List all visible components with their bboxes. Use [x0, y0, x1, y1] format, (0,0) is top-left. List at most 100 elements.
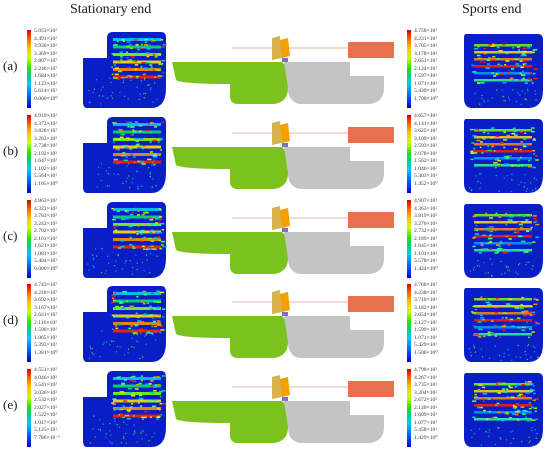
legend-value: 4.267×10²: [414, 374, 438, 381]
legend-value: 4.218×10²: [34, 289, 58, 296]
assembly-model: [172, 36, 394, 108]
sports-legend: 4.657×10² 4.141×10² 3.625×10² 3.109×10² 2.59…: [407, 113, 463, 195]
legend-value: 1.684×10²: [34, 73, 58, 79]
legend-value: 5.564×10¹: [34, 173, 58, 179]
legend-value: 2.140×10²: [414, 404, 438, 411]
rail-assembly-model-icon: [172, 36, 394, 104]
stationary-legend: 4.551×10² 4.046×10² 3.541×10² 3.036×10² 2.53…: [27, 367, 83, 449]
legend-values: 4.863×10² 4.323×10² 3.783×10² 3.242×10² 2.70…: [34, 198, 58, 273]
legend-value: 1.071×10²: [414, 334, 438, 341]
legend-values: 4.758×10² 4.231×10² 3.705×10² 3.178×10² 2.65…: [414, 28, 438, 103]
row-label: (d): [3, 312, 19, 327]
legend-value: 2.532×10²: [34, 397, 58, 403]
legend-value: 4.323×10²: [34, 205, 58, 212]
legend-values: 4.657×10² 4.141×10² 3.625×10² 3.109×10² 2.59…: [414, 113, 438, 188]
legend-value: 4.141×10²: [414, 120, 438, 127]
legend-value: 2.732×10²: [414, 228, 438, 234]
sports-contour: [462, 117, 544, 195]
legend-values: 4.743×10² 4.218×10² 3.692×10² 3.167×10² 2.64…: [34, 282, 58, 357]
legend-value: 5.578×10¹: [414, 258, 438, 264]
sports-legend: 4.766×10² 4.238×10² 3.710×10² 3.182×10² 2.65…: [407, 282, 463, 364]
stress-contour-sports-end-icon: [464, 119, 543, 193]
legend-value: 4.373×10²: [34, 120, 58, 127]
legend-value: 4.657×10²: [414, 113, 438, 119]
color-scale-bar: [27, 284, 31, 362]
legend-value: 5.439×10¹: [414, 88, 438, 94]
sports-contour: [462, 202, 544, 280]
legend-value: 3.276×10²: [414, 220, 438, 227]
rail-assembly-model-icon: [172, 121, 394, 189]
sports-contour: [462, 286, 544, 364]
stress-contour-stationary-end-icon: [83, 286, 166, 362]
legend-value: 1.381×10⁰: [34, 349, 58, 356]
legend-value: 1.522×10²: [34, 412, 58, 418]
sports-legend: 4.907×10² 4.363×10² 3.819×10² 3.276×10² 2.73…: [407, 198, 463, 280]
figure-row: (b) 4.919×10² 4.373×10² 3.828×10² 3.283×10² 2…: [0, 113, 550, 197]
stationary-contour: [81, 284, 167, 364]
legend-value: 5.614×10¹: [34, 88, 58, 94]
legend-value: 2.189×10²: [414, 235, 438, 242]
legend-value: 5.393×10¹: [34, 342, 58, 348]
sports-legend: 4.758×10² 4.231×10² 3.705×10² 3.178×10² 2.65…: [407, 28, 463, 110]
legend-value: 2.651×10²: [414, 58, 438, 64]
stress-contour-stationary-end-icon: [83, 202, 167, 278]
legend-value: 3.710×10²: [414, 297, 438, 303]
color-scale-bar: [27, 30, 31, 108]
legend-value: 3.735×10²: [414, 382, 438, 388]
legend-value: 7.786×10⁻¹: [34, 434, 60, 441]
legend-values: 4.907×10² 4.363×10² 3.819×10² 3.276×10² 2.73…: [414, 198, 438, 273]
legend-value: 4.491×10²: [34, 35, 58, 42]
stationary-legend: 4.919×10² 4.373×10² 3.828×10² 3.283×10² 2.73…: [27, 113, 83, 195]
legend-value: 4.238×10²: [414, 289, 438, 296]
legend-value: 3.819×10²: [414, 213, 438, 219]
rail-assembly-model-icon: [172, 375, 394, 443]
legend-value: 2.161×10²: [34, 235, 58, 242]
color-scale-bar: [407, 369, 411, 447]
legend-value: 2.246×10²: [34, 65, 58, 72]
legend-value: 1.101×10²: [414, 250, 438, 257]
color-scale-bar: [27, 115, 31, 193]
legend-value: 3.930×10²: [34, 43, 58, 49]
legend-value: 0.000×10⁰: [34, 265, 58, 272]
sports-legend: 4.798×10² 4.267×10² 3.735×10² 3.204×10² 2.67…: [407, 367, 463, 449]
legend-value: 1.609×10²: [414, 412, 438, 418]
stationary-legend: 4.863×10² 4.323×10² 3.783×10² 3.242×10² 2.70…: [27, 198, 83, 280]
legend-value: 4.919×10²: [34, 113, 58, 119]
legend-value: 2.654×10²: [414, 312, 438, 318]
legend-value: 4.758×10²: [414, 28, 438, 34]
legend-value: 3.283×10²: [34, 135, 58, 142]
row-label: (a): [3, 58, 18, 73]
legend-value: 3.783×10²: [34, 213, 58, 219]
figure-row: (a) 5.053×10² 4.491×10² 3.930×10² 3.369×10² 2…: [0, 28, 550, 112]
sports-contour: [462, 371, 544, 449]
rail-assembly-model-icon: [172, 290, 394, 358]
legend-value: 4.743×10²: [34, 282, 58, 288]
color-scale-bar: [27, 369, 31, 447]
legend-value: 1.647×10²: [34, 158, 58, 164]
legend-value: 4.798×10²: [414, 367, 438, 373]
legend-value: 1.424×10⁰: [414, 265, 438, 272]
legend-value: 1.071×10²: [414, 80, 438, 87]
legend-value: 3.705×10²: [414, 43, 438, 49]
legend-value: 1.452×10⁰: [414, 180, 438, 187]
legend-value: 1.506×10⁰: [414, 349, 438, 356]
legend-value: 1.429×10⁰: [414, 434, 438, 441]
figure-row: (e) 4.551×10² 4.046×10² 3.541×10² 3.036×10² 2…: [0, 367, 550, 451]
stress-contour-sports-end-icon: [464, 34, 543, 108]
legend-value: 3.625×10²: [414, 128, 438, 134]
legend-value: 1.081×10²: [34, 250, 58, 257]
legend-value: 4.907×10²: [414, 198, 438, 204]
stationary-legend: 4.743×10² 4.218×10² 3.692×10² 3.167×10² 2.64…: [27, 282, 83, 364]
legend-value: 3.167×10²: [34, 304, 58, 311]
legend-value: 1.708×10⁰: [414, 95, 438, 102]
legend-value: 2.807×10²: [34, 58, 58, 64]
sports-contour: [462, 32, 544, 110]
sports-end-title: Sports end: [462, 2, 522, 17]
legend-value: 4.551×10²: [34, 367, 58, 373]
stress-contour-stationary-end-icon: [83, 32, 167, 108]
legend-value: 3.692×10²: [34, 297, 58, 303]
stress-contour-stationary-end-icon: [83, 371, 167, 447]
color-scale-bar: [407, 200, 411, 278]
assembly-model: [172, 206, 394, 278]
stationary-legend: 5.053×10² 4.491×10² 3.930×10² 3.369×10² 2.80…: [27, 28, 83, 110]
